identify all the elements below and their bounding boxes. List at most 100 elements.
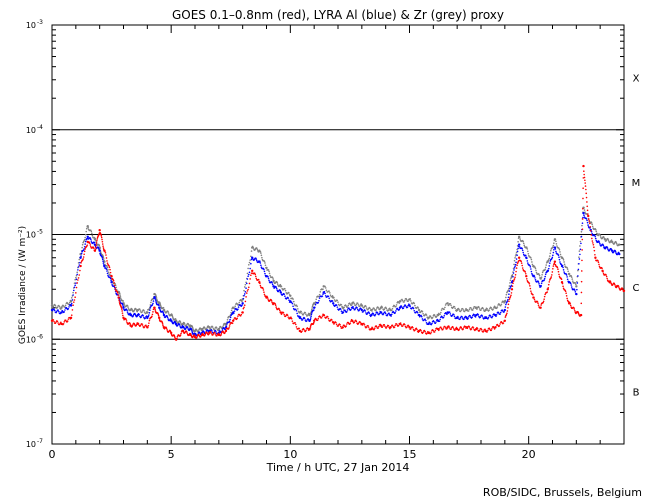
- data-point: [541, 273, 543, 276]
- data-point: [602, 244, 605, 247]
- x-tick-label: 5: [168, 448, 175, 461]
- data-point: [574, 291, 577, 293]
- data-point: [75, 278, 78, 281]
- data-point: [287, 316, 290, 318]
- data-point: [520, 262, 523, 264]
- data-point: [555, 240, 557, 243]
- data-point: [230, 309, 233, 312]
- data-point: [69, 303, 72, 306]
- data-point: [305, 329, 307, 332]
- data-point: [459, 316, 462, 319]
- data-point: [507, 289, 510, 291]
- data-point: [385, 307, 388, 310]
- data-point: [559, 261, 561, 263]
- data-point: [314, 303, 317, 306]
- data-point: [305, 313, 307, 316]
- data-point: [118, 292, 121, 295]
- data-point: [545, 261, 548, 264]
- data-point: [621, 287, 624, 290]
- data-point: [77, 269, 79, 271]
- data-point: [537, 302, 539, 305]
- data-point: [259, 262, 262, 264]
- data-point: [226, 318, 229, 321]
- data-point: [395, 305, 397, 308]
- data-point: [67, 308, 70, 310]
- data-point: [201, 328, 204, 331]
- data-point: [388, 307, 391, 310]
- data-point: [478, 308, 481, 310]
- data-point: [218, 327, 221, 330]
- data-point: [266, 296, 269, 299]
- data-point: [574, 289, 576, 291]
- data-point: [503, 308, 507, 312]
- data-point: [355, 303, 358, 306]
- data-point: [148, 314, 150, 316]
- data-point: [524, 271, 527, 273]
- data-point: [617, 251, 620, 254]
- data-point: [294, 308, 297, 311]
- data-point: [131, 325, 133, 328]
- data-point: [104, 250, 106, 253]
- data-point: [216, 333, 219, 336]
- data-point: [312, 319, 316, 323]
- data-point: [249, 259, 251, 261]
- data-point: [595, 232, 598, 235]
- data-point: [583, 209, 586, 211]
- data-point: [405, 299, 408, 301]
- data-point: [538, 273, 540, 276]
- flare-class-labels: X M C B: [632, 73, 641, 398]
- data-point: [504, 299, 507, 302]
- data-point: [120, 306, 123, 309]
- data-point: [440, 309, 443, 311]
- data-point: [470, 328, 473, 330]
- data-point: [498, 325, 501, 327]
- data-point: [585, 218, 588, 220]
- data-point: [353, 302, 356, 305]
- data-point: [455, 310, 458, 312]
- data-point: [514, 257, 516, 259]
- data-point: [398, 308, 401, 311]
- data-point: [595, 239, 598, 242]
- data-point: [522, 242, 525, 245]
- data-point: [566, 276, 568, 278]
- data-point: [450, 304, 452, 307]
- data-point: [106, 260, 108, 262]
- data-point: [109, 268, 111, 271]
- data-point: [480, 309, 482, 311]
- data-point: [248, 282, 251, 285]
- data-point: [514, 274, 517, 276]
- data-point: [512, 280, 515, 282]
- data-point: [58, 310, 60, 313]
- data-point: [597, 261, 600, 264]
- data-point: [154, 298, 157, 300]
- data-point: [147, 324, 150, 327]
- data-point: [147, 315, 150, 318]
- data-point: [433, 314, 436, 316]
- data-point: [540, 276, 543, 278]
- data-point: [145, 312, 147, 315]
- data-point: [321, 295, 324, 297]
- data-point: [212, 333, 215, 335]
- data-point: [582, 207, 584, 210]
- data-points: [50, 164, 626, 341]
- data-point: [377, 327, 379, 329]
- data-point: [575, 283, 577, 286]
- data-point: [150, 301, 152, 304]
- data-point: [540, 282, 543, 285]
- data-point: [548, 281, 551, 283]
- data-point: [290, 301, 293, 304]
- data-point: [579, 253, 581, 256]
- data-point: [538, 274, 541, 277]
- data-point: [531, 272, 533, 275]
- data-point: [474, 307, 477, 309]
- data-point: [358, 309, 360, 312]
- data-point: [335, 321, 337, 324]
- data-point: [540, 304, 542, 306]
- data-point: [109, 277, 112, 280]
- data-point: [579, 314, 582, 316]
- data-point: [593, 246, 595, 249]
- data-point: [291, 320, 294, 322]
- data-point: [512, 276, 514, 278]
- data-point: [165, 327, 168, 330]
- data-point: [556, 266, 559, 269]
